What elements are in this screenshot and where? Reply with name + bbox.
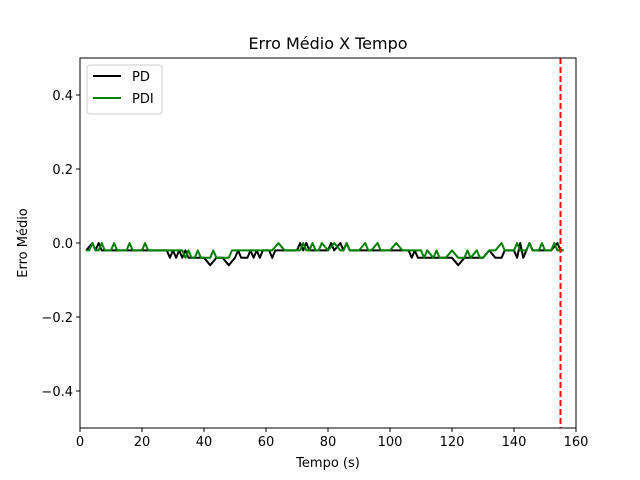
chart-title: Erro Médio X Tempo (248, 34, 407, 53)
legend-label-pdi: PDI (132, 92, 154, 107)
y-axis-title: Erro Médio (16, 208, 31, 278)
x-axis-ticks: 0 20 40 60 80 100 120 140 160 (76, 428, 589, 450)
x-tick-label: 160 (564, 435, 589, 450)
x-tick-label: 40 (196, 435, 213, 450)
x-tick-label: 80 (320, 435, 337, 450)
y-tick-label: −0.2 (41, 311, 73, 326)
x-tick-label: 120 (440, 435, 465, 450)
legend: PD PDI (86, 64, 163, 115)
y-tick-label: 0.0 (52, 237, 73, 252)
y-tick-label: 0.2 (52, 163, 73, 178)
legend-label-pd: PD (132, 70, 150, 85)
x-tick-label: 60 (258, 435, 275, 450)
x-tick-label: 20 (134, 435, 151, 450)
x-tick-label: 100 (378, 435, 403, 450)
legend-box (86, 64, 163, 115)
x-axis-title: Tempo (s) (295, 456, 360, 471)
y-tick-label: 0.4 (52, 89, 73, 104)
x-tick-label: 140 (502, 435, 527, 450)
y-axis-ticks: 0.4 0.2 0.0 −0.2 −0.4 (41, 89, 80, 400)
series-layer (85, 242, 564, 267)
series-line-pdi (86, 242, 564, 259)
x-tick-label: 0 (76, 435, 84, 450)
y-tick-label: −0.4 (41, 385, 73, 400)
